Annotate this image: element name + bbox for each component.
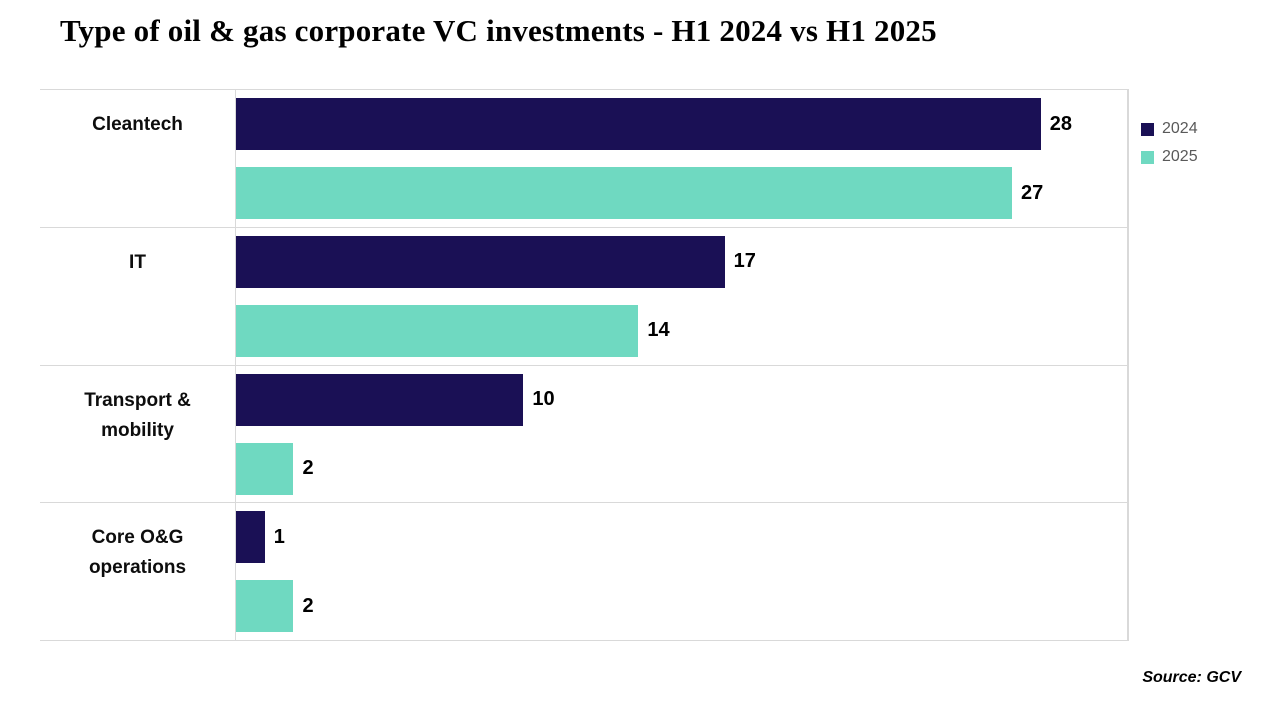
category-row: Core O&G operations 1 2: [40, 503, 1127, 641]
bars-group: 17 14: [236, 228, 1127, 365]
bar-row-2024: 17: [236, 235, 1127, 288]
bar-value-label: 2: [302, 457, 314, 479]
category-row: Transport & mobility 10 2: [40, 365, 1127, 504]
bar-value-label: 28: [1049, 112, 1073, 135]
bar-2024: [236, 235, 725, 288]
bar-value-label: 1: [273, 525, 285, 548]
bar-2025: [236, 167, 1013, 219]
category-label: IT: [40, 227, 236, 365]
bar-value-label: 10: [532, 388, 555, 410]
category-row: IT 17 14: [40, 227, 1127, 366]
legend-item-2024: 2024: [1141, 120, 1198, 138]
plot-area: Cleantech 28 27 IT 17 14 Transport & mobility 1…: [40, 89, 1129, 641]
bar-value-label: 27: [1021, 181, 1044, 204]
bar-2025: [236, 580, 294, 633]
bar-2024: [236, 511, 265, 564]
legend-marker-icon: [1141, 122, 1154, 136]
bars-group: 10 2: [236, 366, 1127, 503]
bar-2024: [236, 373, 524, 426]
bar-row-2024: 10: [236, 373, 1127, 426]
bars-group: 28 27: [236, 90, 1127, 227]
bar-row-2025: 2: [236, 442, 1127, 495]
category-label: Cleantech: [40, 90, 236, 227]
bar-row-2025: 27: [236, 167, 1127, 219]
bar-2025: [236, 442, 294, 495]
chart-title: Type of oil & gas corporate VC investmen…: [60, 13, 937, 48]
legend-marker-icon: [1141, 150, 1154, 164]
bar-row-2025: 2: [236, 580, 1127, 633]
category-label: Core O&G operations: [40, 503, 236, 640]
category-row: Cleantech 28 27: [40, 90, 1127, 228]
bar-row-2024: 1: [236, 511, 1127, 564]
legend-label: 2025: [1162, 148, 1198, 165]
bar-value-label: 2: [302, 594, 314, 617]
bar-row-2025: 14: [236, 304, 1127, 357]
legend-item-2025: 2025: [1141, 148, 1198, 166]
bar-row-2024: 28: [236, 98, 1127, 150]
bar-value-label: 17: [733, 250, 756, 273]
bar-2025: [236, 304, 639, 357]
bar-2024: [236, 98, 1041, 150]
bar-value-label: 14: [647, 319, 670, 342]
legend-label: 2024: [1162, 120, 1198, 137]
source-note: Source: GCV: [1142, 669, 1241, 686]
category-label: Transport & mobility: [40, 365, 236, 503]
legend: 2024 2025: [1141, 120, 1198, 166]
